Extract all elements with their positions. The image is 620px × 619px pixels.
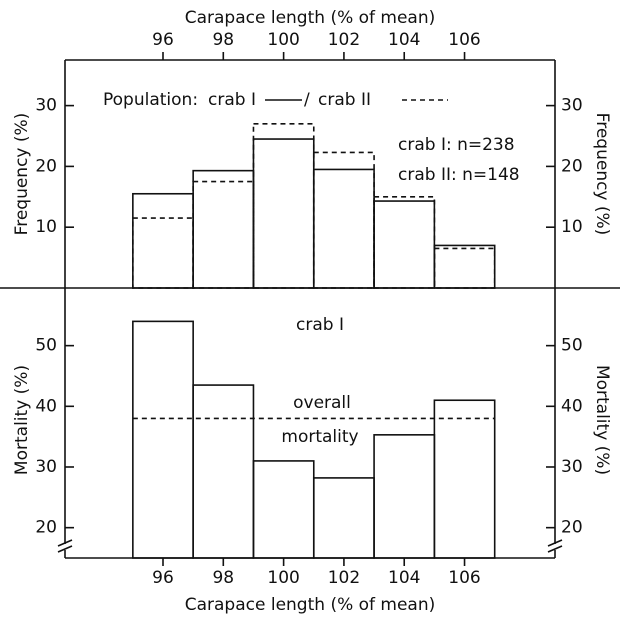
y-tick-label: 20 [561,156,583,176]
legend-title: Population: [103,90,198,110]
x-tick-label: 106 [448,30,480,50]
axis-break [57,539,563,553]
legend-label: crab I [208,90,256,110]
y-tick-label: 20 [35,518,57,538]
y-tick-label: 20 [35,156,57,176]
x-tick-label: 104 [388,30,420,50]
y-tick-label: 10 [35,217,57,237]
y-tick-label: 50 [561,336,583,356]
y-axis-label: Mortality (%) [12,365,32,475]
annotation: crab II: n=148 [398,165,520,185]
x-tick-label: 100 [267,30,299,50]
x-axis-label: Carapace length (% of mean) [185,595,436,615]
x-tick-label: 98 [212,30,234,50]
y-tick-label: 50 [35,336,57,356]
y-tick-label: 30 [35,457,57,477]
y-tick-label: 40 [561,396,583,416]
histogram-bar [252,138,315,289]
histogram-bar [433,247,496,289]
y-axis-label: Frequency (%) [12,113,32,236]
legend-label: crab II [318,90,371,110]
histogram-bar [312,151,375,289]
histogram-bar [252,123,315,289]
y-axis-label: Mortality (%) [592,365,612,475]
histogram-bar [192,169,255,289]
x-tick-label: 96 [152,30,174,50]
y-tick-label: 30 [35,96,57,116]
annotation: crab I: n=238 [398,135,515,155]
histogram-bar [192,384,255,559]
y-tick-label: 40 [35,396,57,416]
histogram-bar [252,460,315,559]
x-tick-label: 104 [388,568,420,588]
histogram-bar [433,244,496,289]
histogram-bar [132,217,194,289]
y-axis-label: Frequency (%) [592,113,612,236]
y-tick-label: 10 [561,217,583,237]
histogram-bar [373,200,436,289]
histogram-bar [312,477,375,559]
histogram-bar [373,196,436,289]
histogram-bar [312,168,375,289]
series-label: crab I [296,315,344,335]
histogram-bar [433,399,496,559]
x-tick-label: 102 [328,30,360,50]
x-tick-label: 96 [152,568,174,588]
x-tick-label: 100 [267,568,299,588]
histogram-bar [132,320,194,559]
y-tick-label: 30 [561,96,583,116]
reference-label: mortality [281,427,358,447]
histogram-bar [373,434,436,559]
x-tick-label: 98 [212,568,234,588]
x-axis-label: Carapace length (% of mean) [185,8,436,28]
y-tick-label: 20 [561,518,583,538]
reference-label: overall [293,393,351,413]
x-tick-label: 102 [328,568,360,588]
legend-separator: / [304,90,310,110]
x-tick-label: 106 [448,568,480,588]
y-tick-label: 30 [561,457,583,477]
histogram-bar [192,180,255,289]
histogram-bar [132,192,194,289]
